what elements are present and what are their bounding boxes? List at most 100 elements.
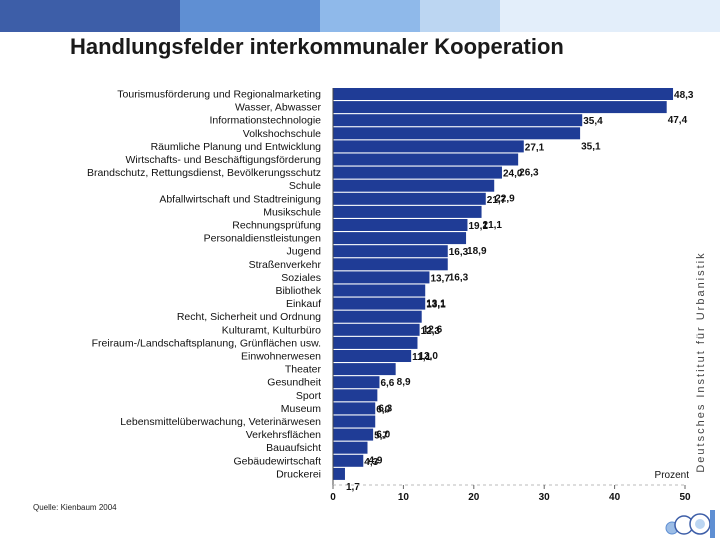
category-label: Musikschule: [263, 206, 321, 218]
category-label: Lebensmittelüberwachung, Veterinärwesen: [120, 416, 321, 428]
bar: [333, 284, 426, 297]
header-band-block: [180, 0, 320, 32]
data-label: 8,9: [397, 377, 411, 388]
category-label: Einwohnerwesen: [241, 351, 321, 363]
category-label: Wirtschafts- und Beschäftigungsförderung: [125, 154, 321, 166]
bar: [333, 350, 412, 362]
data-label: 27,1: [525, 142, 545, 153]
category-label: Volkshochschule: [243, 128, 321, 140]
bar: [333, 258, 448, 271]
bar: [333, 336, 418, 349]
data-label: 13,1: [426, 299, 446, 310]
bar: [333, 428, 374, 441]
category-label: Bauaufsicht: [266, 442, 321, 454]
bar: [333, 297, 426, 310]
category-label: Rechnungsprüfung: [232, 220, 321, 232]
category-label: Gesundheit: [267, 377, 321, 389]
category-label: Druckerei: [276, 468, 321, 480]
category-label: Sport: [296, 390, 321, 402]
bar: [333, 166, 502, 179]
bar: [333, 245, 448, 258]
data-label: 6,3: [378, 403, 392, 414]
header-band-block: [500, 0, 720, 32]
data-label: 12,3: [421, 326, 441, 337]
category-label: Straßenverkehr: [249, 259, 322, 271]
category-label: Theater: [285, 364, 322, 376]
data-label: 35,4: [583, 116, 603, 127]
bar: [333, 376, 380, 389]
bar: [333, 363, 396, 376]
bar: [333, 179, 495, 192]
data-label: 18,9: [467, 246, 487, 257]
data-label: 26,3: [519, 168, 539, 179]
data-label: 11,1: [412, 352, 431, 363]
difu-logo: [665, 510, 715, 538]
header-band-block: [320, 0, 420, 32]
data-label: 21,7: [487, 195, 507, 206]
page-title: Handlungsfelder interkommunaler Kooperat…: [70, 34, 564, 59]
data-label: 47,4: [668, 115, 688, 126]
data-label: 12,6: [423, 325, 443, 336]
bar: [333, 441, 368, 454]
x-tick-label: 0: [330, 492, 336, 503]
x-tick-label: 50: [679, 492, 691, 503]
data-label: 16,3: [449, 272, 469, 283]
data-label: 12,0: [418, 351, 438, 362]
data-label: 6,0: [376, 430, 390, 441]
category-label: Schule: [289, 180, 321, 192]
bar: [333, 88, 674, 100]
x-tick-label: 40: [609, 492, 621, 503]
category-label: Wasser, Abwasser: [235, 102, 321, 114]
bar: [333, 192, 486, 205]
x-tick-label: 20: [468, 492, 480, 503]
bar: [333, 415, 376, 428]
bar: [333, 101, 667, 114]
category-label: Brandschutz, Rettungsdienst, Bevölkerung…: [87, 167, 321, 179]
data-label: 19,1: [468, 221, 488, 232]
x-axis-title: Prozent: [655, 470, 690, 481]
category-label: Soziales: [281, 272, 321, 284]
category-label: Räumliche Planung und Entwicklung: [151, 141, 322, 153]
data-label: 1,7: [346, 482, 360, 493]
x-tick-label: 30: [539, 492, 551, 503]
bar: [333, 271, 430, 284]
data-label: 21,1: [483, 220, 503, 231]
data-label: 48,3: [674, 90, 694, 101]
bar: [333, 323, 420, 336]
bar: [333, 153, 519, 166]
header-band-block: [0, 0, 180, 32]
data-label: 16,3: [449, 247, 469, 258]
data-label: 13,7: [430, 273, 450, 284]
institute-name: Deutsches Institut für Urbanistik: [695, 251, 707, 473]
bar: [333, 454, 364, 467]
bar: [333, 114, 583, 127]
data-label: 24,0: [503, 169, 523, 180]
category-label: Bibliothek: [275, 285, 321, 297]
category-label: Einkauf: [286, 298, 321, 310]
data-label: 22,9: [495, 194, 515, 205]
category-label: Abfallwirtschaft und Stadtreinigung: [159, 193, 321, 205]
header-band-block: [420, 0, 500, 32]
data-label: 6,6: [380, 378, 394, 389]
data-label: 35,1: [581, 141, 601, 152]
bar: [333, 127, 581, 140]
category-label: Kulturamt, Kulturbüro: [222, 324, 321, 336]
category-label: Gebäudewirtschaft: [233, 455, 321, 467]
data-label: 4,3: [364, 457, 378, 468]
source-note: Quelle: Kienbaum 2004: [33, 503, 117, 512]
category-label: Personaldienstleistungen: [204, 233, 321, 245]
category-label: Recht, Sicherheit und Ordnung: [177, 311, 321, 323]
header-color-band: [0, 0, 720, 32]
bar: [333, 402, 376, 415]
bar: [333, 232, 467, 245]
category-label: Freiraum-/Landschaftsplanung, Grünfläche…: [92, 337, 321, 349]
bar: [333, 140, 524, 153]
bar: [333, 219, 468, 231]
category-label: Jugend: [287, 246, 322, 258]
category-label: Museum: [281, 403, 322, 415]
data-label: 13,1: [426, 300, 446, 311]
bar: [333, 467, 345, 480]
bar: [333, 389, 378, 402]
bar: [333, 205, 482, 218]
